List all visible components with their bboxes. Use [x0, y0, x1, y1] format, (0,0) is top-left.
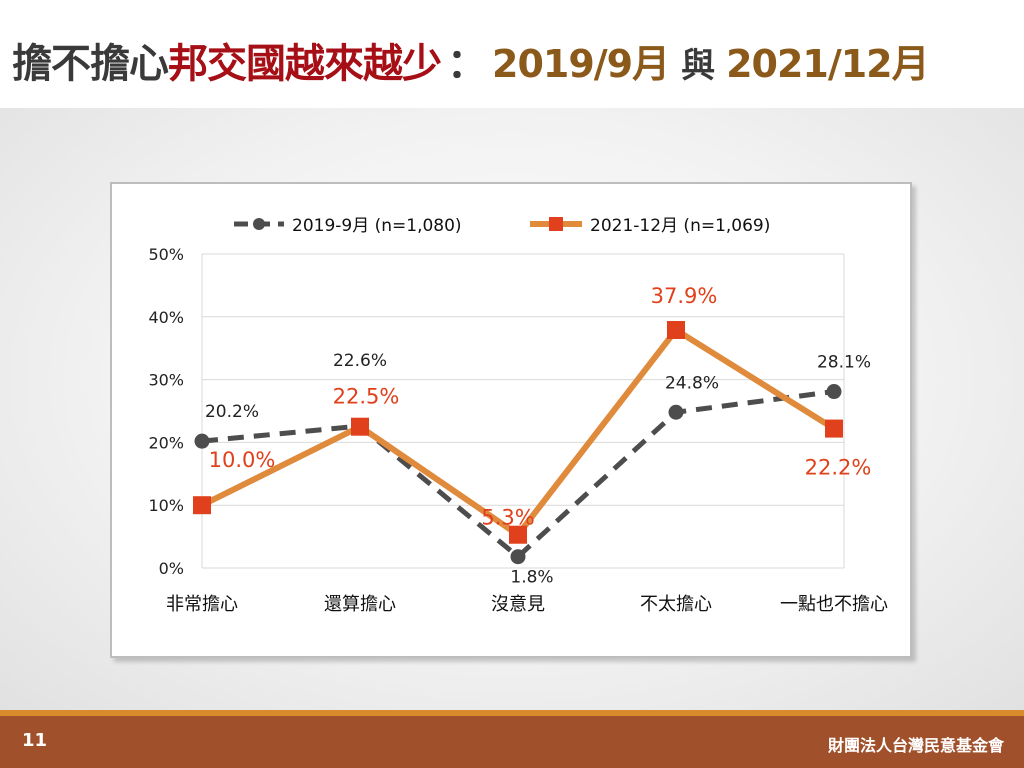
- x-category-label: 不太擔心: [640, 594, 712, 615]
- series-2019-point: [194, 433, 210, 449]
- legend-2019-label: 2019-9月 (n=1,080): [292, 216, 462, 236]
- series-2019-point: [668, 404, 684, 420]
- organization-name: 財團法人台灣民意基金會: [827, 736, 1004, 755]
- series-2019-data-label: 1.8%: [510, 568, 553, 588]
- series-2021-data-label: 22.2%: [805, 456, 872, 480]
- chart-frame: 0% 10% 20% 30% 40% 50% 非常擔心 還算擔心 沒意見 不太擔心 一點也不擔心 20…: [110, 182, 912, 658]
- page-number: 11: [22, 730, 48, 751]
- series-2021-point: [351, 417, 369, 436]
- slide-title: 擔不擔心邦交國越來越少： 2019/9月與 2021/12月: [12, 34, 930, 94]
- title-bar: 擔不擔心邦交國越來越少： 2019/9月與 2021/12月: [0, 0, 1024, 108]
- x-category-label: 非常擔心: [166, 594, 238, 615]
- line-chart: 0% 10% 20% 30% 40% 50% 非常擔心 還算擔心 沒意見 不太擔心 一點也不擔心 20…: [148, 216, 888, 615]
- x-category-label: 還算擔心: [324, 594, 396, 615]
- series-2021-point: [193, 496, 211, 515]
- series-2021-data-label: 10.0%: [209, 448, 276, 472]
- series-2021-point: [509, 525, 527, 544]
- series-2019-line: [201, 389, 835, 561]
- footer: 11 財團法人台灣民意基金會: [0, 716, 1024, 768]
- legend-2021-swatch-marker: [549, 217, 563, 231]
- series-2019-data-label: 28.1%: [817, 353, 871, 373]
- y-tick-label: 40%: [148, 308, 184, 327]
- series-2019-data-label: 24.8%: [665, 373, 719, 393]
- series-2019-point: [826, 384, 842, 400]
- y-tick-label: 0%: [159, 559, 184, 578]
- y-tick-label: 10%: [148, 496, 184, 515]
- footer-accent-line: [0, 710, 1024, 716]
- series-2021-line: [200, 326, 836, 539]
- series-2019-point: [510, 549, 526, 565]
- series-2021-data-label: 22.5%: [333, 385, 400, 409]
- legend-2019-swatch-marker: [253, 218, 265, 230]
- y-tick-label: 20%: [148, 433, 184, 452]
- legend-2021-label: 2021-12月 (n=1,069): [590, 216, 770, 236]
- title-part1: 擔不擔心: [12, 41, 169, 87]
- series-2019-data-label: 22.6%: [333, 351, 387, 371]
- series-2019-data-label: 20.2%: [205, 402, 259, 422]
- title-part2: 邦交國越來越少: [168, 41, 442, 87]
- y-tick-label: 50%: [148, 245, 184, 264]
- x-category-label: 一點也不擔心: [780, 594, 888, 615]
- series-2021-point: [667, 320, 685, 339]
- title-mid: 與: [681, 46, 715, 86]
- series-2021-data-label: 5.3%: [481, 506, 534, 530]
- title-date2: 2021/12月: [726, 42, 930, 86]
- series-2021-data-label: 37.9%: [651, 284, 718, 308]
- title-colon: ：: [447, 41, 487, 87]
- x-category-label: 沒意見: [491, 594, 545, 615]
- title-date1: 2019/9月: [492, 42, 670, 86]
- y-tick-label: 30%: [148, 371, 184, 390]
- series-2021-point: [825, 419, 843, 438]
